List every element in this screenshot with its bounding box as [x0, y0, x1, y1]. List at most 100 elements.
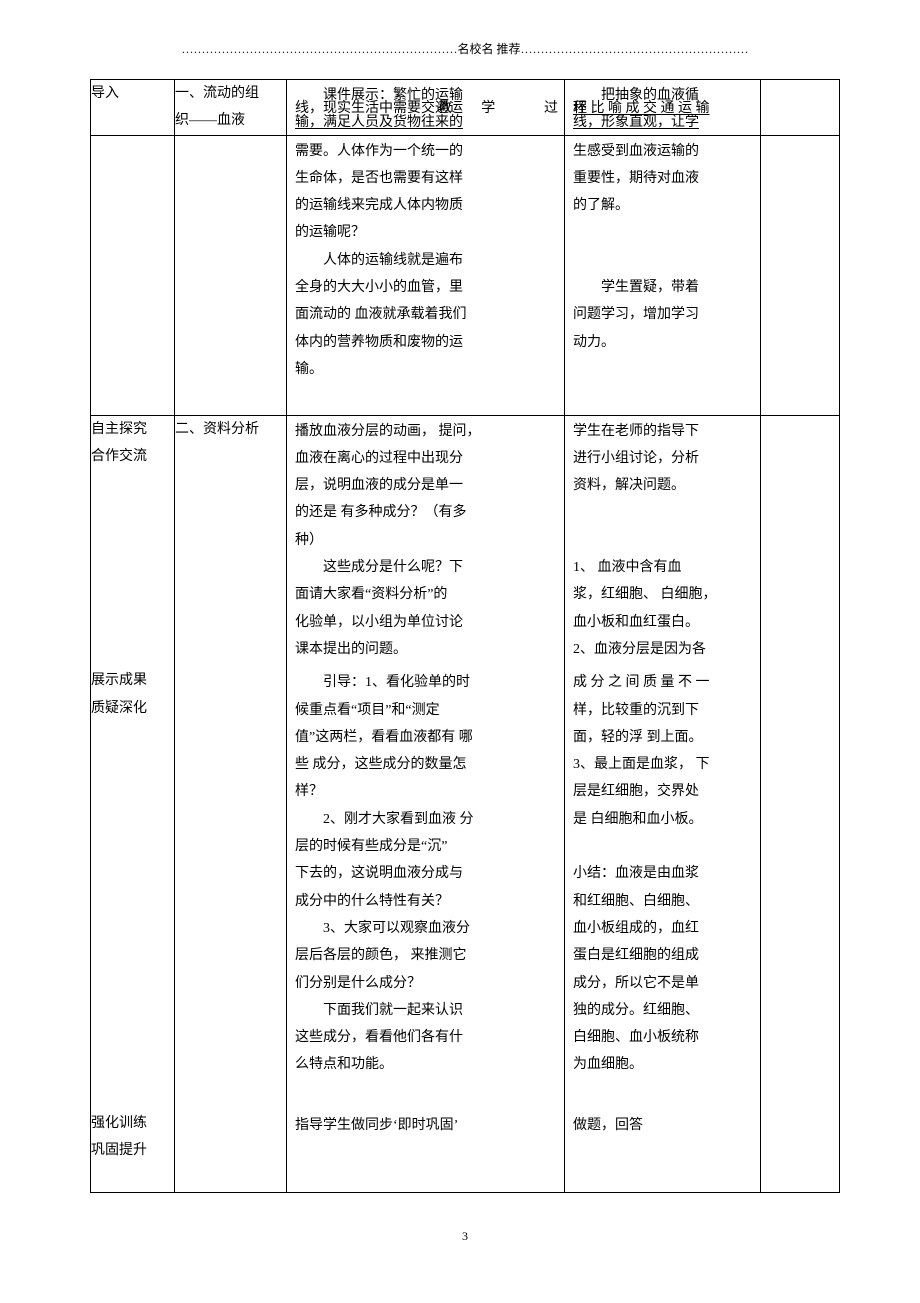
cell-teacher: 课件展示：繁忙的运输 线，现实生活中需要交通运 教 学 过 输，满足人员及货物往… — [287, 80, 565, 136]
text-line: 的运输线来完成人体内物质 — [295, 198, 463, 213]
text-line: 线，形象直观，让学 — [573, 109, 699, 136]
cell-empty — [761, 1110, 840, 1192]
cell-empty — [761, 667, 840, 1110]
topic-line: 一、流动的组 — [175, 86, 259, 101]
stage-label: 展示成果 — [91, 673, 147, 688]
cell-teacher: 引导：1、看化验单的时 候重点看“项目”和“测定 值”这两栏，看看血液都有 哪 … — [287, 667, 565, 1110]
text-line: 输，满足人员及货物往来的 — [295, 109, 463, 136]
text-line: 样？ — [295, 784, 323, 799]
text-line: 输。 — [295, 362, 323, 377]
text-line: 生感受到血液运输的 — [573, 144, 699, 159]
text-line: 资料，解决问题。 — [573, 478, 685, 493]
header-dots-right: ………………………………………………… — [521, 42, 749, 56]
text-line: 重要性，期待对血液 — [573, 171, 699, 186]
text-line: 播放血液分层的动画， 提问， — [295, 424, 481, 439]
table-row: 展示成果 质疑深化 引导：1、看化验单的时 候重点看“项目”和“测定 值”这两栏… — [91, 667, 840, 1110]
text-line: 面流动的 血液就承载着我们 — [295, 307, 467, 322]
cell-teacher: 播放血液分层的动画， 提问， 血液在离心的过程中出现分 层，说明血液的成分是单一… — [287, 415, 565, 667]
cell-student: 学生在老师的指导下 进行小组讨论，分析 资料，解决问题。 1、 血液中含有血 浆… — [565, 415, 761, 667]
text-line: 指导学生做同步‘即时巩固’ — [295, 1118, 458, 1133]
text-line: 引导：1、看化验单的时 — [295, 669, 558, 696]
text-line: 值”这两栏，看看血液都有 哪 — [295, 730, 473, 745]
text-line: 独的成分。红细胞、 — [573, 1003, 699, 1018]
text-line: 面，轻的浮 到上面。 — [573, 730, 703, 745]
cell-teacher: 需要。人体作为一个统一的 生命体，是否也需要有这样 的运输线来完成人体内物质 的… — [287, 135, 565, 415]
table-row: 导入 一、流动的组 织——血液 课件展示：繁忙的运输 线，现实生活中需要交通运 … — [91, 80, 840, 136]
lesson-table: 导入 一、流动的组 织——血液 课件展示：繁忙的运输 线，现实生活中需要交通运 … — [90, 79, 840, 1193]
text-line: 这些成分，看看他们各有什 — [295, 1030, 463, 1045]
cell-student: 生感受到血液运输的 重要性，期待对血液 的了解。 学生置疑，带着 问题学习，增加… — [565, 135, 761, 415]
cell-empty — [761, 415, 840, 667]
text-line: 学生置疑，带着 — [573, 274, 754, 301]
text-line: 层，说明血液的成分是单一 — [295, 478, 463, 493]
text-line: 动力。 — [573, 335, 615, 350]
text-line: 层后各层的颜色， 来推测它 — [295, 948, 467, 963]
text-line: 样，比较重的沉到下 — [573, 703, 699, 718]
text-line: 面请大家看“资料分析”的 — [295, 587, 447, 602]
cell-stage: 展示成果 质疑深化 — [91, 667, 175, 1110]
stage-label: 导入 — [91, 86, 119, 101]
text-line: 些 成分，这些成分的数量怎 — [295, 757, 467, 772]
table-row: 需要。人体作为一个统一的 生命体，是否也需要有这样 的运输线来完成人体内物质 的… — [91, 135, 840, 415]
cell-topic — [175, 667, 287, 1110]
cell-topic: 二、资料分析 — [175, 415, 287, 667]
cell-empty — [761, 80, 840, 136]
text-line: 这些成分是什么呢？下 — [295, 554, 558, 581]
text-line: 课本提出的问题。 — [295, 642, 407, 657]
text-line: 下去的，这说明血液分成与 — [295, 866, 463, 881]
text-line: 成 分 之 间 质 量 不 一 — [573, 675, 710, 690]
cell-stage: 自主探究 合作交流 — [91, 415, 175, 667]
text-line: 为血细胞。 — [573, 1057, 643, 1072]
text-line: 血小板组成的，血红 — [573, 921, 699, 936]
text-line: 是 白细胞和血小板。 — [573, 812, 703, 827]
text-line: 体内的营养物质和废物的运 — [295, 335, 463, 350]
table-row: 强化训练 巩固提升 指导学生做同步‘即时巩固’ 做题，回答 — [91, 1110, 840, 1192]
text-line: 人体的运输线就是遍布 — [295, 247, 558, 274]
text-line: 3、最上面是血浆， 下 — [573, 757, 710, 772]
topic-line: 二、资料分析 — [175, 422, 259, 437]
cell-topic — [175, 135, 287, 415]
text-line: 的运输呢？ — [295, 225, 365, 240]
text-line: 1、 血液中含有血 — [573, 560, 682, 575]
text-line: 血液在离心的过程中出现分 — [295, 451, 463, 466]
cell-stage — [91, 135, 175, 415]
text-line: 层的时候有些成分是“沉” — [295, 839, 447, 854]
text-line: 需要。人体作为一个统一的 — [295, 144, 463, 159]
text-line: 么特点和功能。 — [295, 1057, 393, 1072]
cell-empty — [761, 135, 840, 415]
text-line: 候重点看“项目”和“测定 — [295, 703, 440, 718]
text-line: 层是红细胞，交界处 — [573, 784, 699, 799]
stage-label: 巩固提升 — [91, 1143, 147, 1158]
cell-student: 把抽象的血液循 环 比 喻 成 交 通 运 输 程 线，形象直观，让学 — [565, 80, 761, 136]
stage-label: 合作交流 — [91, 449, 147, 464]
cell-teacher: 指导学生做同步‘即时巩固’ — [287, 1110, 565, 1192]
header-label: 名校名 推荐 — [457, 42, 520, 56]
cell-topic — [175, 1110, 287, 1192]
cell-stage: 强化训练 巩固提升 — [91, 1110, 175, 1192]
text-line: 和红细胞、白细胞、 — [573, 894, 699, 909]
text-line: 血小板和血红蛋白。 — [573, 615, 699, 630]
text-line: 的还是 有多种成分？（有多 — [295, 505, 467, 520]
topic-line: 织——血液 — [175, 113, 245, 128]
text-line: 3、大家可以观察血液分 — [295, 915, 558, 942]
page-header: ……………………………………………………………名校名 推荐……………………………… — [90, 40, 840, 57]
text-line: 成分中的什么特性有关？ — [295, 894, 449, 909]
text-line: 的了解。 — [573, 198, 629, 213]
stage-label: 自主探究 — [91, 422, 147, 437]
stage-label: 质疑深化 — [91, 701, 147, 716]
text-line: 种） — [295, 533, 323, 548]
text-line: 学生在老师的指导下 — [573, 424, 699, 439]
cell-topic: 一、流动的组 织——血液 — [175, 80, 287, 136]
text-line: 问题学习，增加学习 — [573, 307, 699, 322]
cell-stage: 导入 — [91, 80, 175, 136]
text-line: 浆，红细胞、 白细胞， — [573, 587, 717, 602]
text-line: 成分，所以它不是单 — [573, 976, 699, 991]
text-line: 们分别是什么成分？ — [295, 976, 421, 991]
cell-student: 做题，回答 — [565, 1110, 761, 1192]
text-line: 化验单，以小组为单位讨论 — [295, 615, 463, 630]
page-number: 3 — [90, 1229, 840, 1244]
text-line: 蛋白是红细胞的组成 — [573, 948, 699, 963]
text-line: 2、血液分层是因为各 — [573, 642, 706, 657]
text-line: 生命体，是否也需要有这样 — [295, 171, 463, 186]
text-line: 做题，回答 — [573, 1118, 643, 1133]
